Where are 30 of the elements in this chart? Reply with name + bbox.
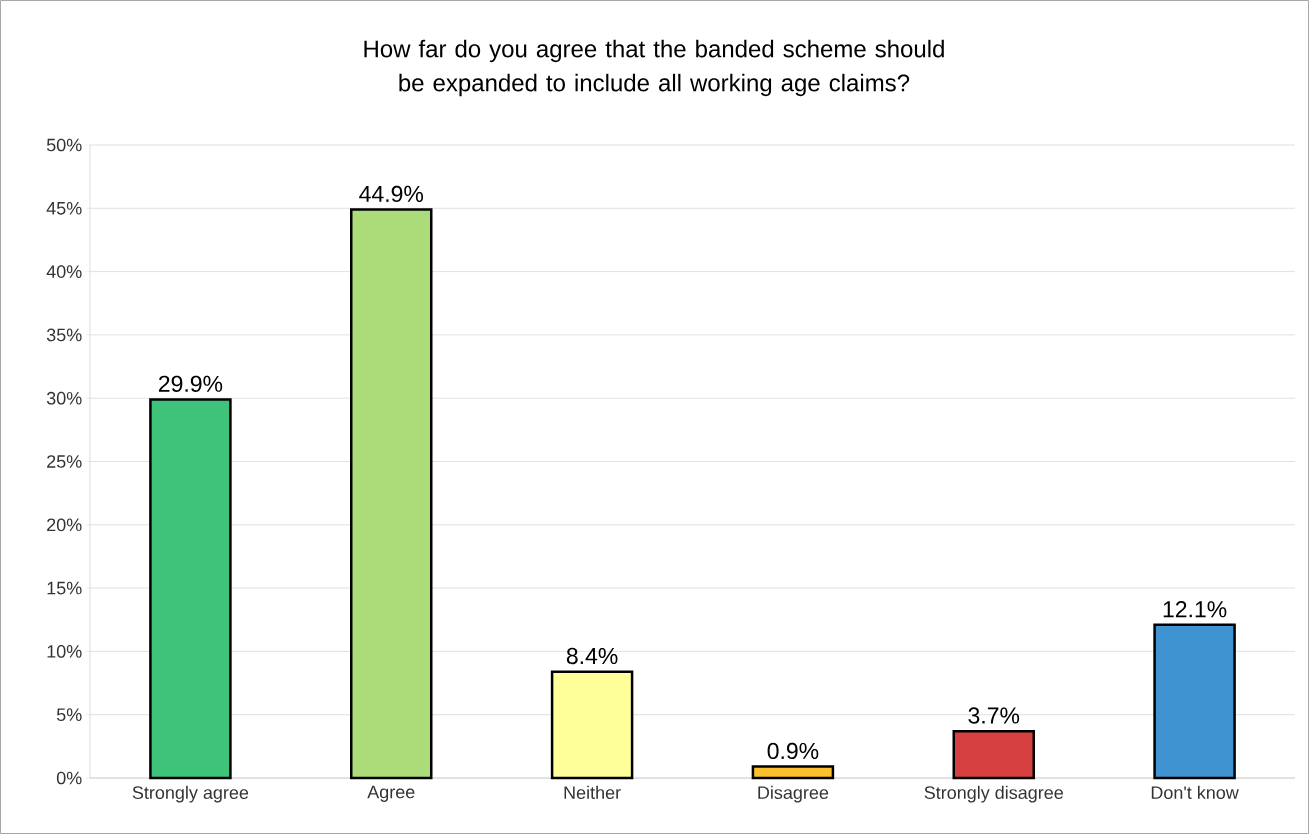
data-label: 44.9% bbox=[359, 185, 424, 203]
data-label: 0.9% bbox=[767, 742, 819, 760]
bar bbox=[350, 208, 433, 780]
bar bbox=[149, 398, 232, 780]
data-label: 8.4% bbox=[566, 647, 618, 665]
y-tick-label: 5% bbox=[56, 708, 82, 722]
x-tick-label: Don't know bbox=[1151, 785, 1239, 799]
x-tick-label: Strongly agree bbox=[132, 785, 249, 803]
data-label: 12.1% bbox=[1163, 601, 1227, 618]
y-tick-label: 45% bbox=[46, 201, 82, 215]
x-tick-label: Disagree bbox=[758, 785, 829, 803]
chart-title: How far do you agree that the banded scheme should be expanded to include all working age claims? bbox=[364, 39, 944, 97]
y-tick-label: 15% bbox=[47, 581, 82, 595]
data-label: 3.7% bbox=[968, 707, 1020, 724]
y-tick-label: 20% bbox=[47, 518, 82, 532]
y-tick-label: 30% bbox=[46, 391, 82, 405]
x-tick-label: Strongly disagree bbox=[924, 785, 1063, 803]
y-tick-label: 25% bbox=[47, 455, 82, 468]
y-tick-label: 0% bbox=[56, 771, 82, 785]
data-label: 29.9% bbox=[158, 375, 223, 392]
y-tick-label: 50% bbox=[46, 138, 82, 152]
bar bbox=[952, 729, 1035, 780]
y-tick-label: 35% bbox=[46, 328, 82, 342]
x-tick-label: Agree bbox=[367, 785, 415, 802]
x-tick-label: Neither bbox=[564, 785, 621, 799]
bar bbox=[751, 765, 835, 780]
y-tick-label: 40% bbox=[46, 265, 82, 278]
y-tick-label: 10% bbox=[47, 645, 82, 658]
bar bbox=[1153, 623, 1236, 780]
bar bbox=[550, 670, 634, 780]
